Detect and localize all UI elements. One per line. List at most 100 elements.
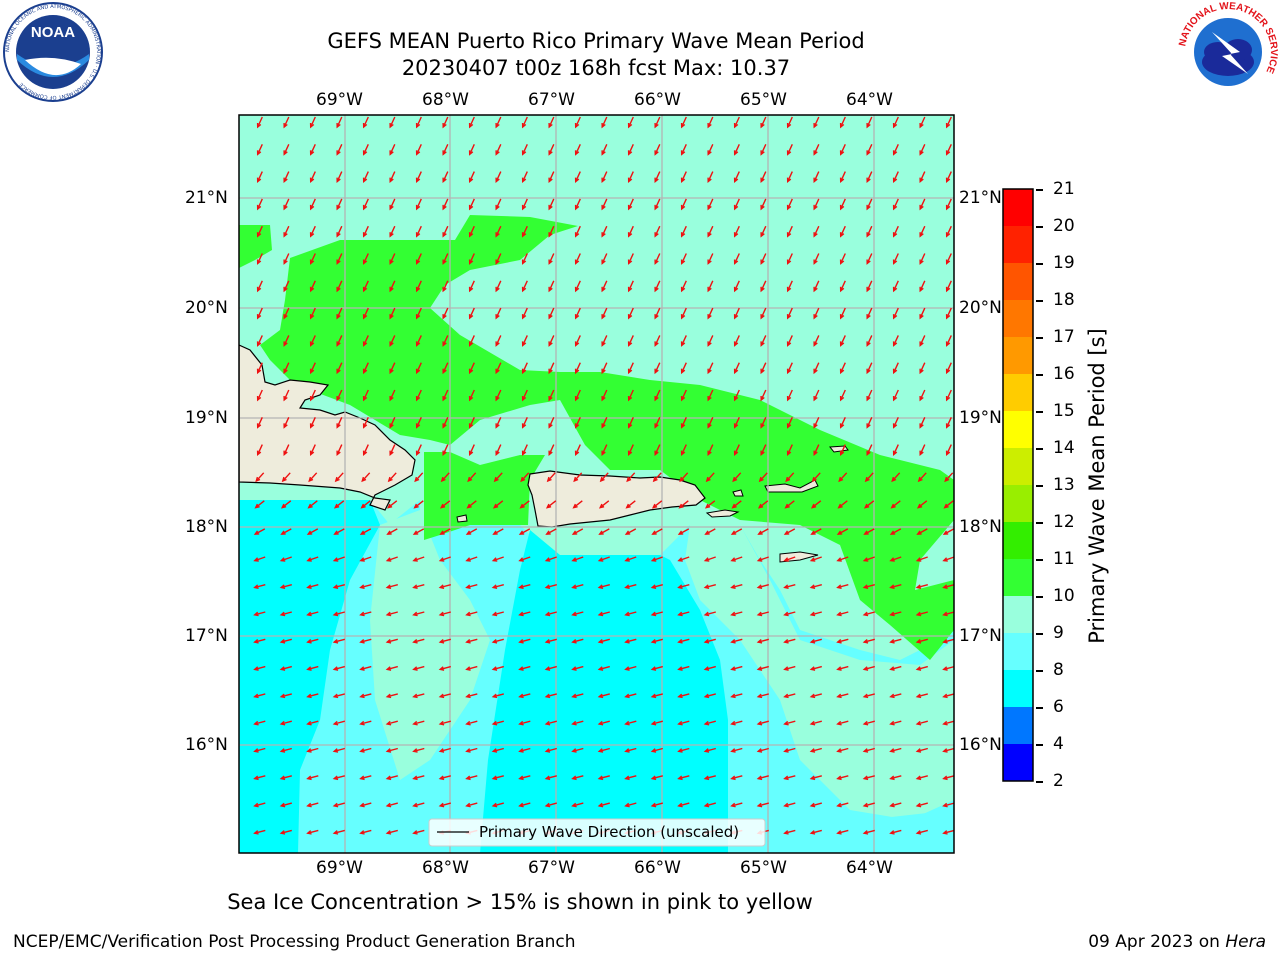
wave-vector <box>519 802 531 807</box>
wave-vector <box>466 775 478 780</box>
wave-vector-head <box>703 775 710 781</box>
wave-vector-head <box>813 368 818 375</box>
wave-vector <box>681 171 687 182</box>
wave-vector <box>416 307 422 319</box>
wave-vector <box>628 389 634 401</box>
wave-vector-head <box>624 530 631 535</box>
wave-vector-head <box>919 368 924 375</box>
wave-vector <box>678 528 690 535</box>
wave-vector-head <box>466 503 472 509</box>
wave-vector <box>838 500 848 509</box>
wave-vector <box>625 720 637 725</box>
wave-vector <box>573 472 583 482</box>
wave-vector <box>760 225 767 237</box>
wave-vector-head <box>385 666 392 671</box>
wave-vector <box>546 584 557 589</box>
wave-vector <box>257 116 263 128</box>
wave-vector <box>548 144 555 155</box>
wave-vector <box>601 444 608 455</box>
wave-vector <box>493 747 504 752</box>
wave-vector-head <box>760 232 765 238</box>
wave-vector <box>760 144 767 155</box>
wave-vector-head <box>389 395 394 402</box>
wave-vector <box>307 693 319 698</box>
wave-vector-head <box>574 286 580 293</box>
wave-vector-head <box>495 395 500 402</box>
wave-vector <box>546 611 557 616</box>
wave-vector <box>652 747 663 752</box>
wave-vector <box>837 720 849 725</box>
lat-label-right-18n: 18°N <box>959 517 1002 537</box>
hispaniola-land <box>239 344 416 511</box>
wave-vector <box>495 417 502 428</box>
wave-vector <box>919 280 926 292</box>
wave-vector <box>257 335 263 346</box>
wave-vector-head <box>491 775 498 781</box>
wave-vector-head <box>253 802 259 808</box>
wave-vector <box>731 802 743 807</box>
wave-vector-head <box>707 204 712 211</box>
wave-vector-head <box>333 503 340 509</box>
wave-vector <box>837 693 849 698</box>
wave-vector-head <box>385 584 392 589</box>
wave-vector-head <box>760 423 765 429</box>
wave-vector <box>707 171 714 182</box>
wave-vector <box>628 144 634 155</box>
wave-vector-head <box>730 748 736 753</box>
wave-vector-head <box>733 341 739 347</box>
wave-vector <box>652 802 663 807</box>
wave-vector-head <box>518 775 524 781</box>
wave-vector-head <box>518 557 524 562</box>
wave-vector <box>760 362 767 373</box>
wave-vector <box>681 144 687 155</box>
wave-vector-head <box>385 693 392 699</box>
wave-vector-head <box>336 395 341 402</box>
wave-vector-head <box>892 122 898 129</box>
wave-vector-head <box>442 204 447 211</box>
wave-vector-head <box>730 775 736 781</box>
wave-vector-head <box>468 368 474 375</box>
wave-vector <box>575 362 581 373</box>
wave-vector <box>493 775 504 780</box>
wave-vector-head <box>677 611 683 617</box>
wave-vector <box>813 307 820 319</box>
wave-vector-head <box>942 638 948 644</box>
period-band-6-8-central <box>480 530 728 853</box>
wave-vector-head <box>756 611 763 617</box>
wave-vector-head <box>415 122 421 129</box>
wave-vector-head <box>362 395 368 402</box>
period-band-8-9-southeast <box>728 810 954 853</box>
wave-vector-head <box>839 395 845 402</box>
wave-vector <box>599 611 610 616</box>
wave-vector <box>837 638 849 643</box>
wave-vector <box>466 665 478 671</box>
wave-vector-head <box>786 368 792 375</box>
wave-vector <box>283 417 290 428</box>
wave-vector <box>493 528 504 535</box>
wave-vector-head <box>945 314 951 320</box>
wave-vector <box>731 775 743 780</box>
wave-vector-head <box>680 395 686 402</box>
wave-vector-head <box>495 368 500 375</box>
wave-vector-head <box>548 259 553 265</box>
wave-vector <box>575 171 581 182</box>
wave-vector-head <box>757 503 764 509</box>
wave-vector-head <box>889 775 895 781</box>
wave-vector-head <box>518 611 524 617</box>
wave-vector <box>837 747 849 752</box>
wave-vector <box>787 417 793 428</box>
wave-vector-head <box>491 638 498 644</box>
wave-vector-head <box>574 314 580 320</box>
wave-vector-head <box>389 286 394 293</box>
wave-vector-head <box>468 122 474 129</box>
wave-vector <box>840 225 846 237</box>
wave-vector-head <box>601 368 606 375</box>
wave-vector <box>705 720 716 725</box>
wave-vector-head <box>601 259 606 265</box>
wave-vector <box>652 720 663 725</box>
wave-vector <box>572 802 584 807</box>
wave-vector <box>681 389 687 401</box>
wave-vector <box>283 171 290 182</box>
lon-label-top-68w: 68°W <box>422 90 469 110</box>
wave-vector <box>890 584 902 589</box>
